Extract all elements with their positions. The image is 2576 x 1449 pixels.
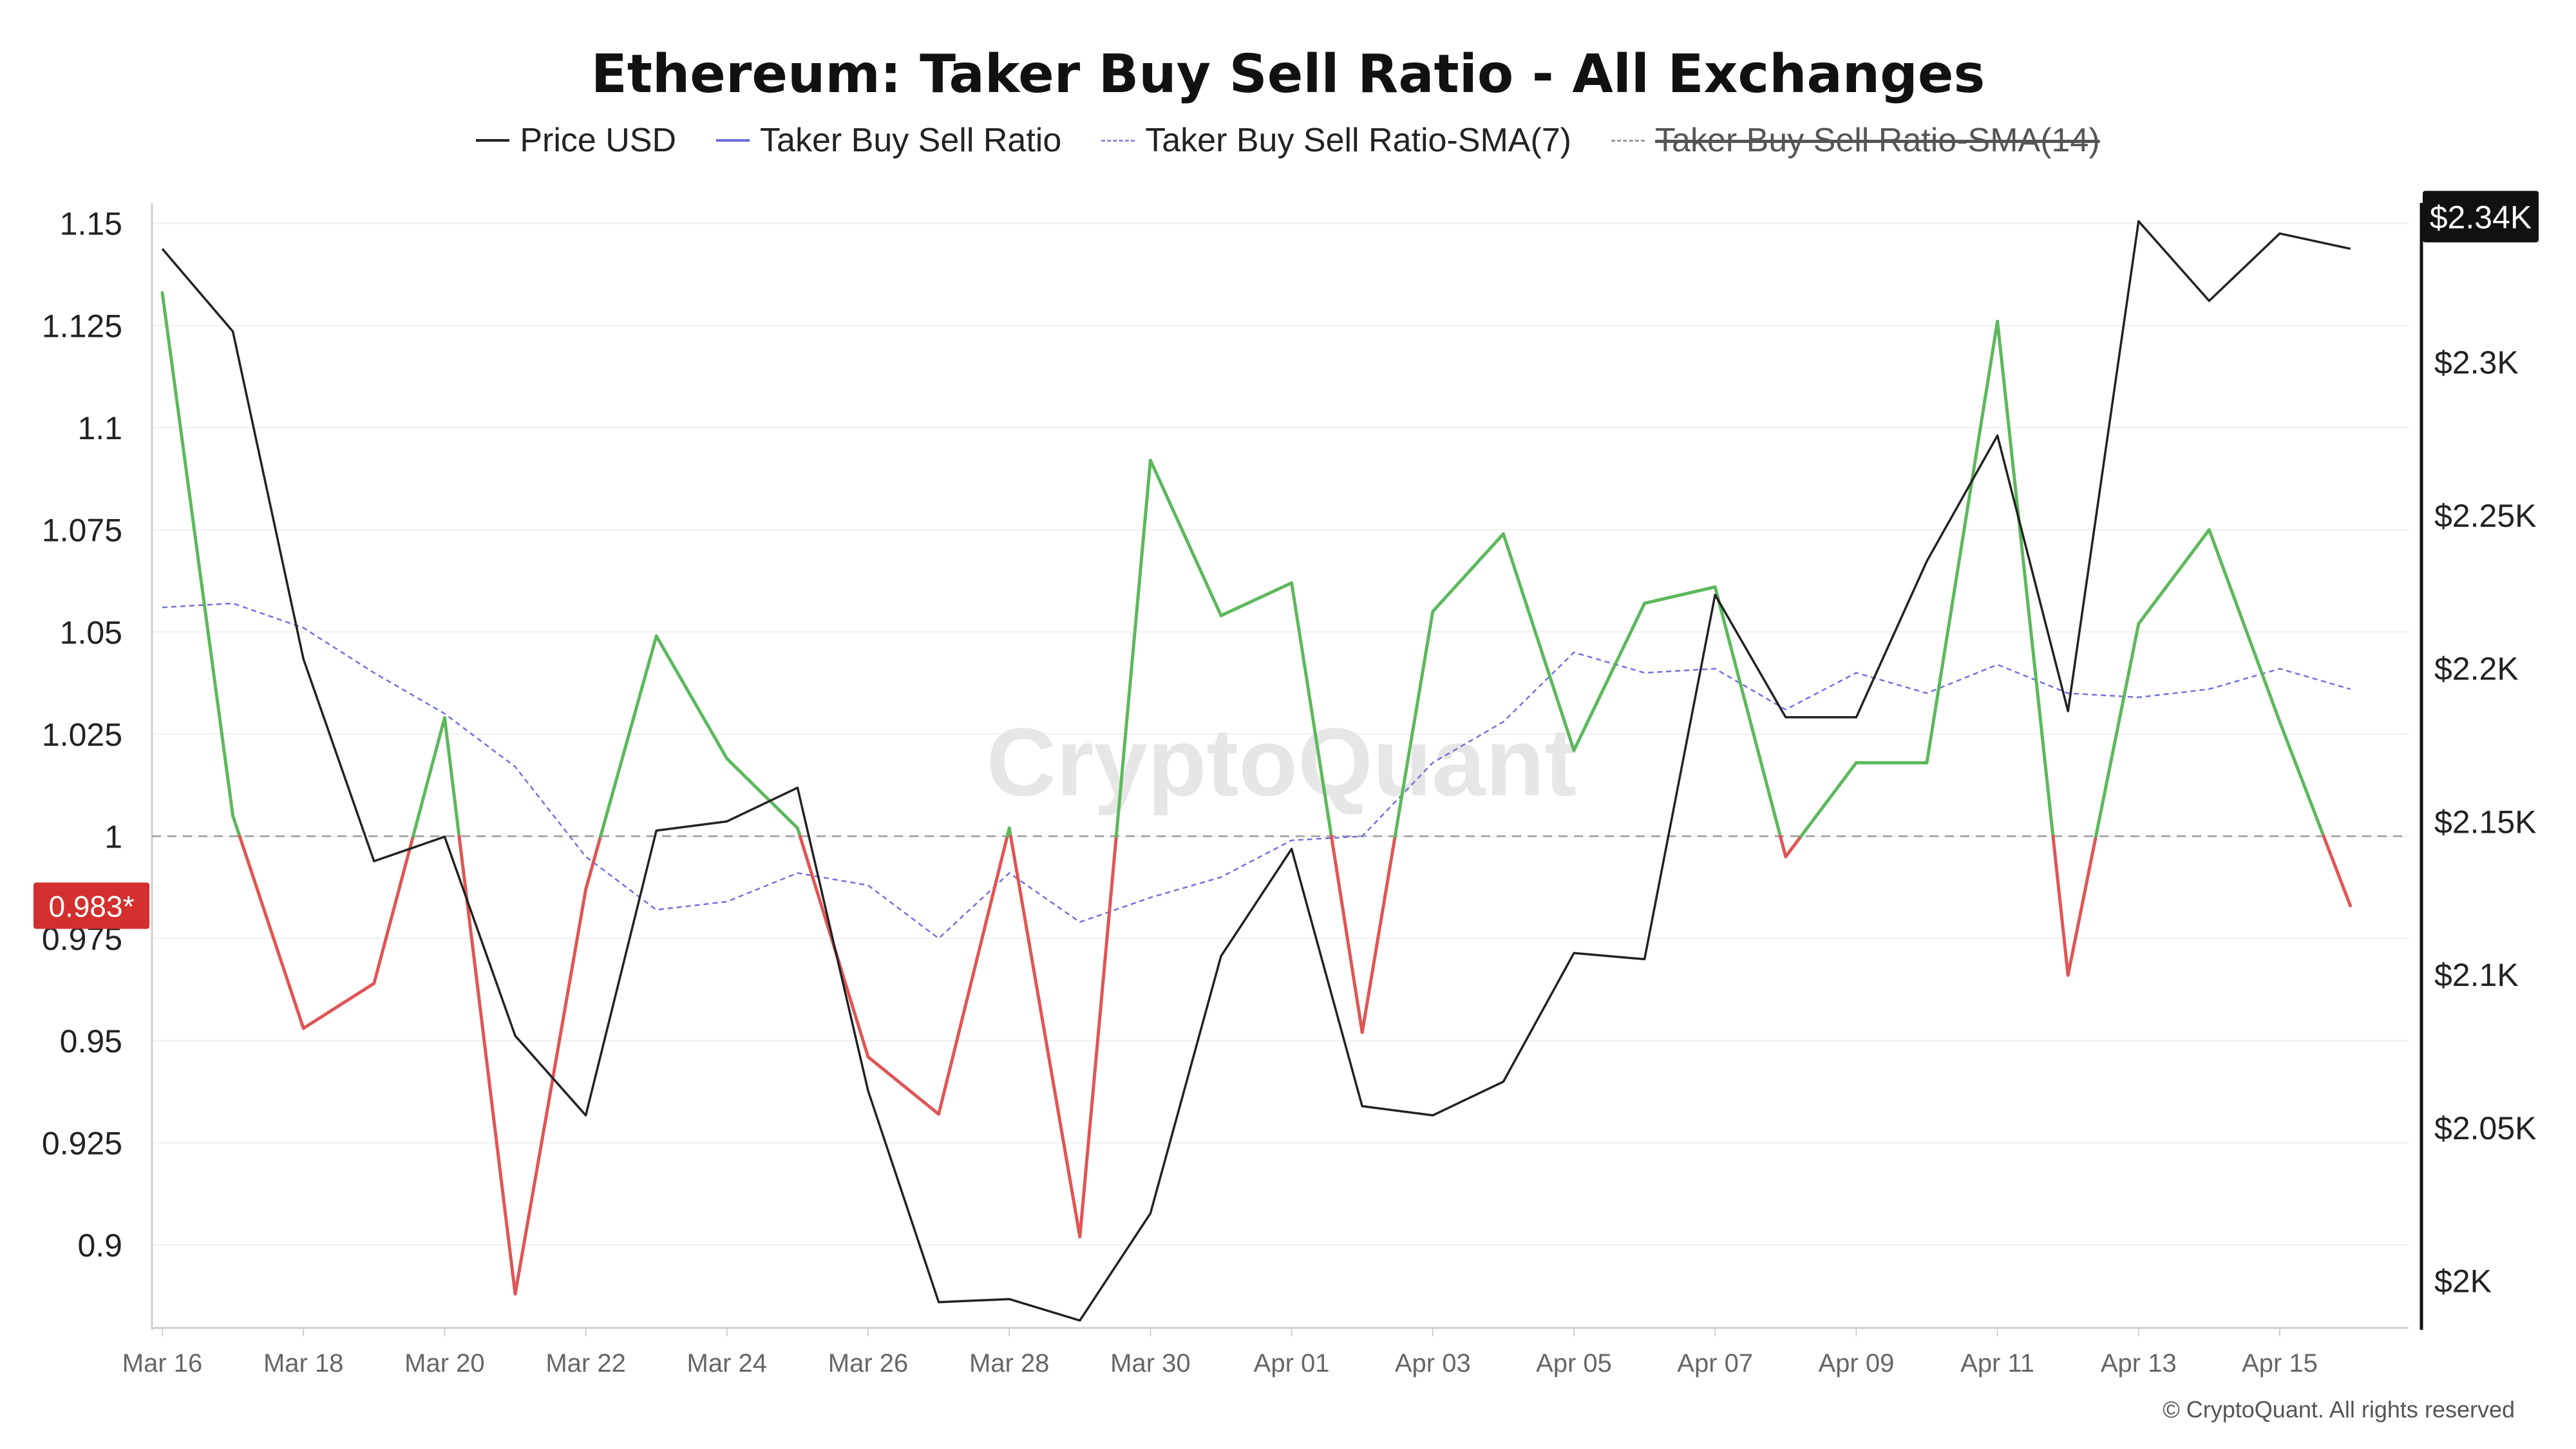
- legend: Price USD Taker Buy Sell Ratio Taker Buy…: [0, 121, 2576, 160]
- x-axis-tick-label: Apr 15: [2242, 1349, 2318, 1378]
- legend-item-ratio[interactable]: Taker Buy Sell Ratio: [716, 121, 1061, 160]
- ratio-segment: [584, 835, 603, 891]
- ratio-segment: [1009, 835, 1082, 1238]
- ratio-segment: [1643, 585, 1717, 605]
- ratio-segment: [937, 835, 1009, 1116]
- ratio-segment: [1925, 319, 2000, 764]
- left-axis-tick-label: 0.95: [60, 1023, 122, 1059]
- ratio-segment: [2094, 622, 2141, 838]
- x-axis-tick-label: Apr 11: [1960, 1349, 2034, 1378]
- current-ratio-label: 0.983*: [48, 889, 134, 923]
- ratio-segment: [442, 716, 461, 838]
- ratio-segment: [457, 835, 517, 1296]
- ratio-segment: [160, 291, 235, 818]
- ratio-segment: [1778, 835, 1788, 858]
- right-axis-tick-label: $2.25K: [2434, 498, 2536, 534]
- legend-swatch-sma14: [1611, 139, 1645, 142]
- x-axis-tick-label: Apr 09: [1818, 1349, 1894, 1378]
- legend-label-sma14: Taker Buy Sell Ratio-SMA(14): [1655, 122, 2100, 159]
- ratio-segment: [231, 814, 242, 838]
- ratio-segment: [412, 716, 446, 838]
- ratio-segment: [1219, 581, 1294, 618]
- x-axis-tick-label: Apr 05: [1536, 1349, 1612, 1378]
- x-axis-tick-label: Mar 18: [263, 1349, 344, 1378]
- ratio-segment: [513, 887, 588, 1296]
- ratio-segment: [1501, 532, 1576, 752]
- ratio-segment: [1996, 319, 2055, 838]
- right-axis-tick-label: $2.15K: [2434, 804, 2536, 840]
- ratio-segment: [1784, 835, 1803, 858]
- ratio-segment: [1431, 532, 1505, 614]
- x-axis-tick-label: Mar 28: [969, 1349, 1050, 1378]
- legend-label-ratio: Taker Buy Sell Ratio: [760, 122, 1062, 159]
- x-axis-tick-label: Mar 22: [545, 1349, 626, 1378]
- legend-label-price: Price USD: [520, 122, 677, 159]
- legend-item-sma7[interactable]: Taker Buy Sell Ratio-SMA(7): [1101, 121, 1571, 160]
- legend-label-sma7: Taker Buy Sell Ratio-SMA(7): [1145, 122, 1571, 159]
- ratio-segment: [2066, 835, 2098, 977]
- ratio-segment: [1329, 835, 1364, 1034]
- watermark: CryptoQuant: [987, 708, 1577, 816]
- left-axis-tick-label: 0.9: [77, 1227, 122, 1264]
- right-axis-tick-label: $2.05K: [2434, 1110, 2536, 1146]
- left-axis-tick-label: 0.925: [42, 1125, 122, 1161]
- legend-swatch-price: [476, 139, 510, 142]
- left-axis-tick-label: 1.025: [42, 717, 122, 753]
- legend-swatch-sma7: [1101, 139, 1135, 142]
- ratio-segment: [1799, 761, 1858, 838]
- legend-item-sma14[interactable]: Taker Buy Sell Ratio-SMA(14): [1611, 121, 2100, 160]
- ratio-segment: [238, 835, 305, 1030]
- copyright-notice: © CryptoQuant. All rights reserved: [2163, 1396, 2515, 1423]
- price-line: [161, 220, 2351, 1322]
- ratio-segment: [599, 634, 658, 838]
- x-axis-tick-label: Mar 24: [687, 1349, 768, 1378]
- ratio-segment: [2278, 720, 2325, 838]
- left-axis-tick-label: 1: [104, 819, 122, 855]
- left-axis-tick-label: 1.125: [42, 308, 122, 344]
- left-axis-tick-label: 1.075: [42, 513, 122, 549]
- ratio-segment: [1290, 581, 1333, 838]
- ratio-segment: [1078, 835, 1118, 1238]
- current-price-badge: [2423, 191, 2539, 243]
- ratio-segment: [725, 757, 799, 830]
- right-axis-tick-label: $2.1K: [2434, 957, 2519, 993]
- ratio-segment: [301, 981, 376, 1030]
- x-axis-tick-label: Mar 30: [1110, 1349, 1191, 1378]
- right-axis-tick-label: $2.3K: [2434, 345, 2519, 381]
- ratio-segment: [2207, 528, 2282, 724]
- ratio-segment: [2322, 835, 2353, 907]
- left-axis-tick-label: 1.1: [77, 410, 122, 446]
- x-axis-tick-label: Apr 03: [1395, 1349, 1471, 1378]
- chart-title: Ethereum: Taker Buy Sell Ratio - All Exc…: [591, 44, 1985, 105]
- right-axis-tick-label: $2K: [2434, 1264, 2492, 1300]
- ratio-segment: [1114, 459, 1152, 838]
- ratio-segment: [1572, 601, 1647, 752]
- x-axis-tick-label: Apr 13: [2101, 1349, 2177, 1378]
- left-axis-tick-label: 1.05: [60, 614, 122, 650]
- x-axis-tick-label: Apr 07: [1677, 1349, 1753, 1378]
- sma7-line: [162, 602, 2351, 940]
- ratio-segment: [1713, 585, 1782, 838]
- current-ratio-badge: [33, 882, 149, 929]
- left-axis-tick-label: 1.15: [60, 206, 122, 242]
- ratio-segment: [2051, 835, 2070, 977]
- ratio-segment: [1393, 610, 1435, 838]
- ratio-segment: [1360, 835, 1397, 1034]
- x-axis-tick-label: Mar 16: [122, 1349, 203, 1378]
- legend-swatch-ratio: [716, 139, 750, 142]
- right-axis-tick-label: $2.2K: [2434, 651, 2519, 687]
- ratio-segment: [372, 835, 415, 985]
- current-price-label: $2.34K: [2430, 199, 2532, 235]
- legend-item-price[interactable]: Price USD: [476, 121, 676, 160]
- ratio-segment: [1148, 459, 1223, 618]
- x-axis-tick-label: Mar 20: [404, 1349, 485, 1378]
- ratio-segment: [866, 1055, 941, 1116]
- ratio-segment: [654, 634, 729, 761]
- x-axis-tick-label: Apr 01: [1254, 1349, 1330, 1378]
- x-axis-tick-label: Mar 26: [828, 1349, 909, 1378]
- ratio-segment: [2137, 528, 2211, 626]
